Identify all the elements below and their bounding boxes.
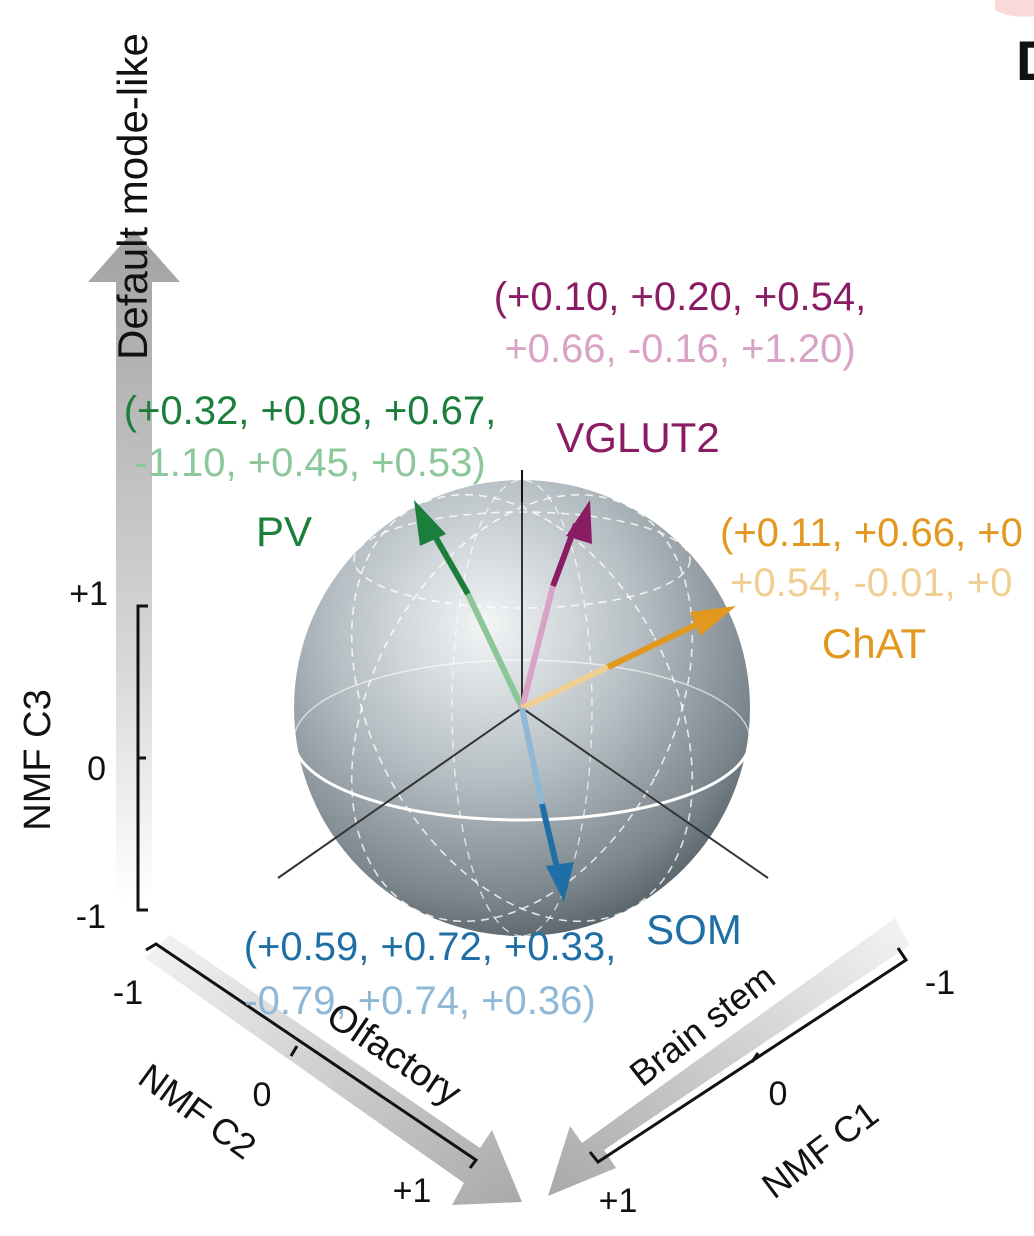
c3-tick-top: +1 [69,575,108,613]
vector-pv [414,500,525,710]
vector-chat [520,606,736,711]
som-label: SOM [646,906,742,953]
c2-tick-mid: 0 [253,1076,272,1114]
pv-values-line2: -1.10, +0.45, +0.53) [134,441,485,485]
c2-axis-scale [145,942,479,1169]
panel-letter: D [1016,29,1034,92]
chat-label: ChAT [822,620,926,667]
chat-values-line2: +0.54, -0.01, +0 [730,561,1012,605]
vglut2-label: VGLUT2 [556,414,719,461]
c2-tick-right: +1 [393,1172,432,1210]
chat-values-line1: (+0.11, +0.66, +0 [720,511,1023,555]
vector-som [519,707,574,902]
c3-axis-name: NMF C3 [17,689,59,830]
c2-tick-left: -1 [113,974,143,1012]
c3-tick-bottom: -1 [76,898,106,936]
vglut2-values-line2: +0.66, -0.16, +1.20) [504,327,855,371]
c3-trend-label: Default mode-like [109,33,156,360]
c1-tick-right: +1 [599,1182,638,1220]
c1-trend-arrow [548,918,910,1196]
c3-trend-arrow [88,230,180,900]
c1-tick-left: -1 [925,964,955,1002]
pv-values-line1: (+0.32, +0.08, +0.67, [124,389,497,433]
c2-axis-name: NMF C2 [131,1055,264,1167]
c1-axis-scale [588,947,909,1165]
som-values-line2: -0.79, +0.74, +0.36) [244,979,595,1023]
pv-label: PV [256,508,312,555]
c3-tick-mid: 0 [87,750,106,788]
c1-tick-mid: 0 [769,1075,788,1113]
vglut2-values-line1: (+0.10, +0.20, +0.54, [494,275,867,319]
vector-vglut2 [519,500,592,709]
som-values-line1: (+0.59, +0.72, +0.33, [244,925,617,969]
c2-trend-arrow [145,935,522,1205]
corner-mark [995,0,1034,17]
c3-axis-scale [136,604,148,912]
